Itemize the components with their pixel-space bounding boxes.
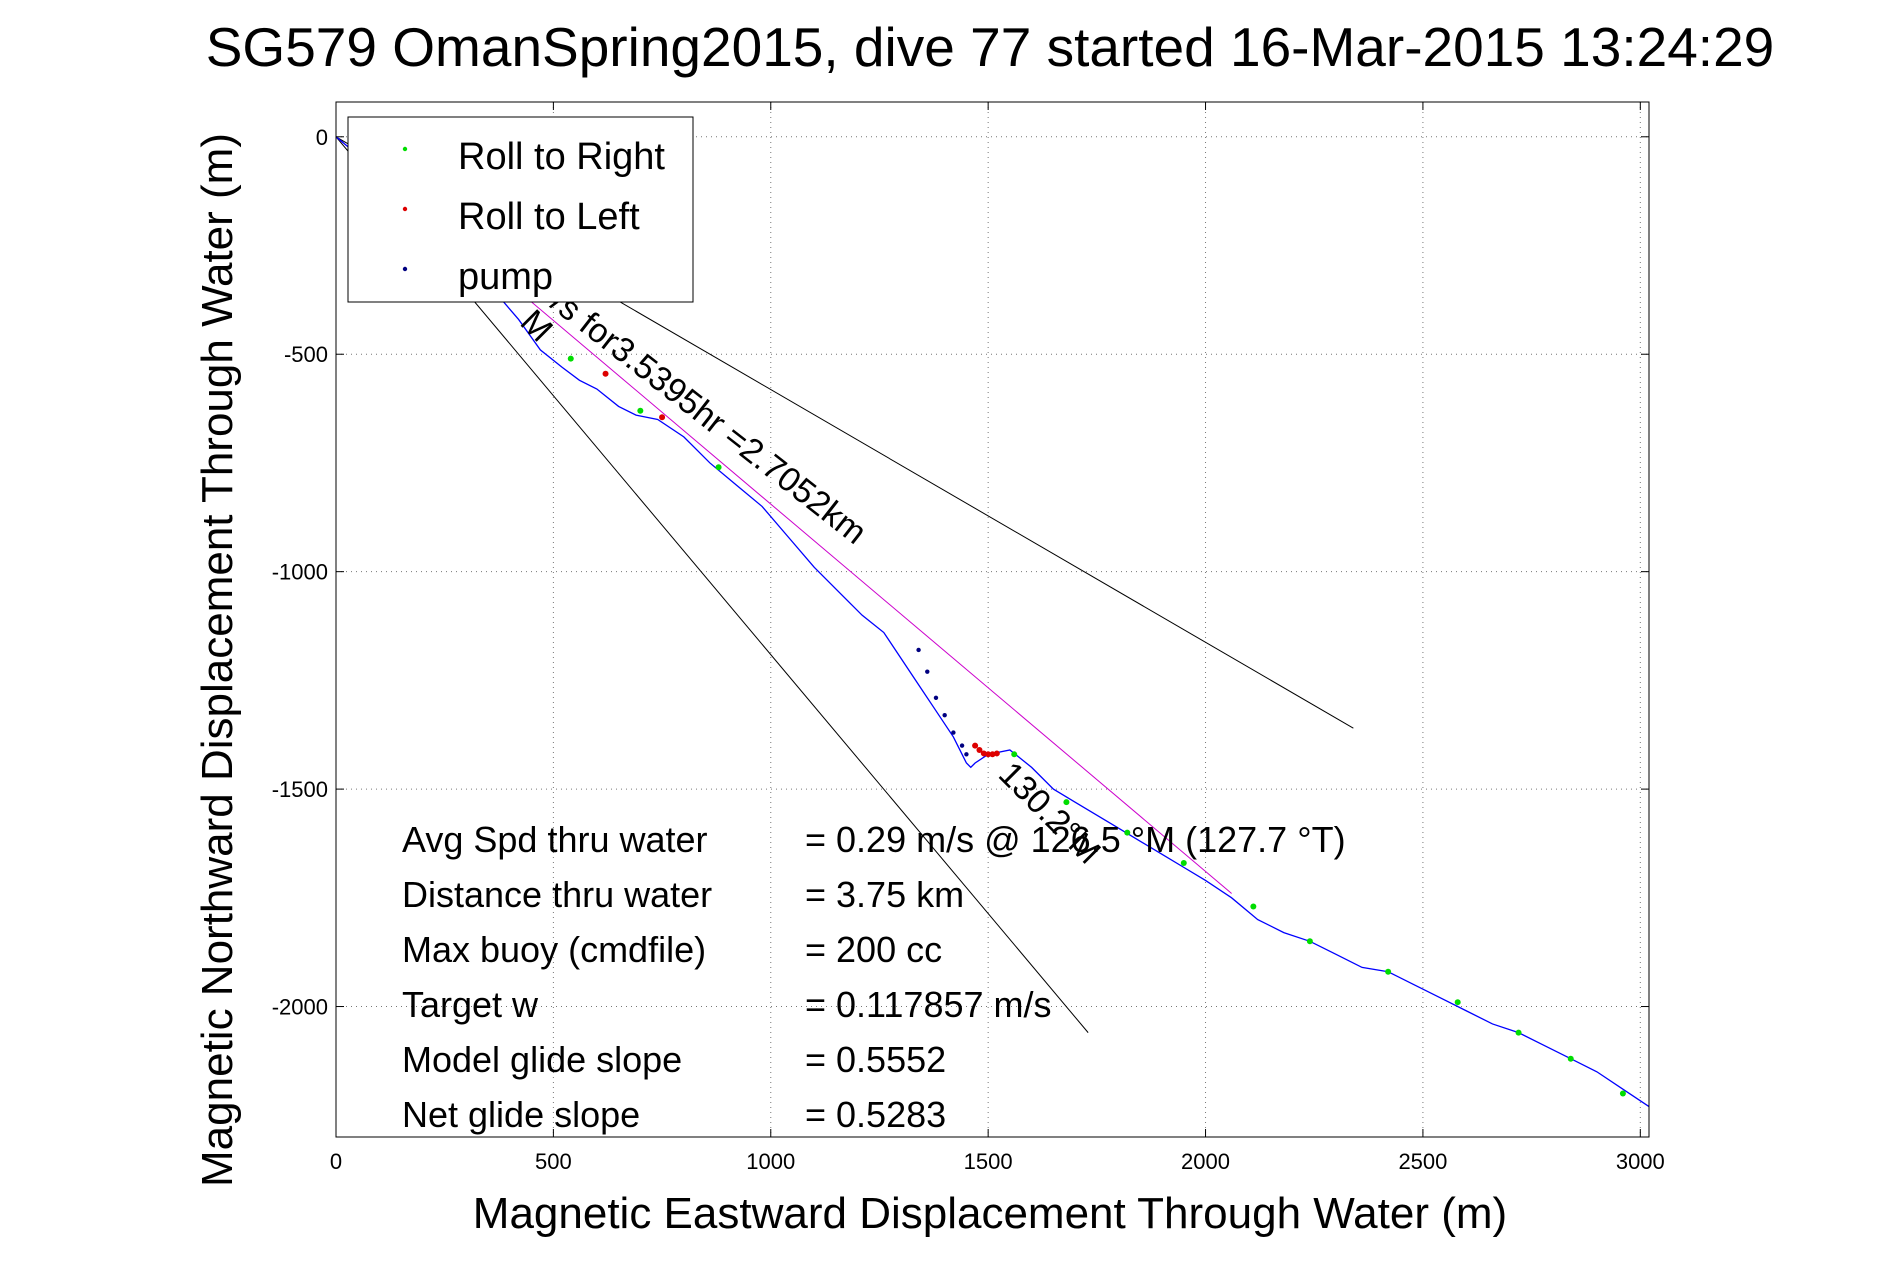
x-tick-label: 1500	[964, 1149, 1013, 1174]
y-tick-label: -1000	[272, 560, 328, 585]
stat-label: Avg Spd thru water	[402, 819, 708, 860]
x-tick-label: 500	[535, 1149, 572, 1174]
track-layer	[335, 136, 1650, 1108]
pump-point	[942, 712, 947, 718]
pump-point	[933, 695, 939, 700]
stat-label: Max buoy (cmdfile)	[402, 929, 706, 970]
stat-value: = 0.5283	[805, 1094, 946, 1135]
y-tick-label: -500	[284, 342, 328, 367]
x-tick-label: 2500	[1398, 1149, 1447, 1174]
roll-left-point	[976, 746, 983, 753]
pump-point	[916, 647, 921, 653]
stat-value: = 0.117857 m/s	[805, 984, 1052, 1025]
x-tick-label: 0	[330, 1149, 342, 1174]
track-annotation: /s for3.5395hr =2.7052km	[544, 283, 873, 552]
roll-right-point	[1306, 938, 1313, 945]
x-tick-label: 2000	[1181, 1149, 1230, 1174]
x-tick-label: 3000	[1616, 1149, 1665, 1174]
roll-right-point	[1250, 903, 1257, 910]
roll-left-point	[602, 370, 609, 377]
stat-label: Model glide slope	[402, 1039, 682, 1080]
chart-title: SG579 OmanSpring2015, dive 77 started 16…	[206, 16, 1775, 78]
legend-marker	[402, 206, 408, 212]
plot-frame	[335, 101, 1650, 1138]
stat-label: Distance thru water	[402, 874, 712, 915]
marker-layer	[567, 355, 1626, 1097]
roll-left-point	[972, 742, 979, 749]
x-axis-label: Magnetic Eastward Displacement Through W…	[473, 1189, 1507, 1238]
stat-value: = 200 cc	[805, 929, 942, 970]
roll-right-point	[1180, 860, 1187, 867]
roll-right-point	[1515, 1029, 1522, 1036]
stat-value: = 3.75 km	[805, 874, 964, 915]
y-tick-label: -2000	[272, 995, 328, 1020]
stat-value: = 0.29 m/s @ 126.5 °M (127.7 °T)	[805, 819, 1346, 860]
y-tick-label: -1500	[272, 777, 328, 802]
roll-right-point	[1454, 999, 1461, 1006]
roll-left-point	[993, 750, 1000, 757]
roll-right-point	[1619, 1090, 1626, 1097]
roll-left-point	[985, 751, 992, 758]
stat-label: Net glide slope	[402, 1094, 640, 1135]
legend-entry: Roll to Right	[458, 136, 665, 178]
legend-marker	[402, 266, 408, 272]
pump-point	[964, 752, 969, 757]
glider-track-line	[335, 136, 1650, 1108]
stat-value: = 0.5552	[805, 1039, 946, 1080]
roll-left-point	[659, 414, 666, 421]
x-tick-label: 1000	[746, 1149, 795, 1174]
roll-right-point	[637, 407, 644, 414]
roll-right-point	[1567, 1055, 1574, 1062]
roll-right-point	[1124, 829, 1131, 836]
roll-right-point	[1063, 799, 1070, 806]
tick-layer: 0 500 1000 1500 2000 2500 3000 0 -500 -1000 -1500 -…	[272, 102, 1665, 1174]
legend-entry: Roll to Left	[458, 196, 640, 238]
roll-right-point	[1385, 968, 1392, 975]
stats-block: Avg Spd thru water = 0.29 m/s @ 126.5 °M …	[402, 819, 1346, 1135]
pump-point	[925, 669, 930, 674]
roll-right-point	[567, 355, 574, 362]
y-tick-label: 0	[316, 125, 328, 150]
legend-entry: pump	[458, 256, 553, 298]
y-axis-label: Magnetic Northward Displacement Through …	[193, 133, 242, 1187]
roll-right-point	[715, 464, 722, 471]
stat-label: Target w	[402, 984, 539, 1025]
roll-right-point	[1011, 751, 1018, 758]
pump-point	[959, 743, 965, 748]
legend-marker	[402, 146, 408, 152]
pump-point	[951, 730, 956, 735]
legend: Roll to Right Roll to Left pump	[347, 116, 694, 303]
